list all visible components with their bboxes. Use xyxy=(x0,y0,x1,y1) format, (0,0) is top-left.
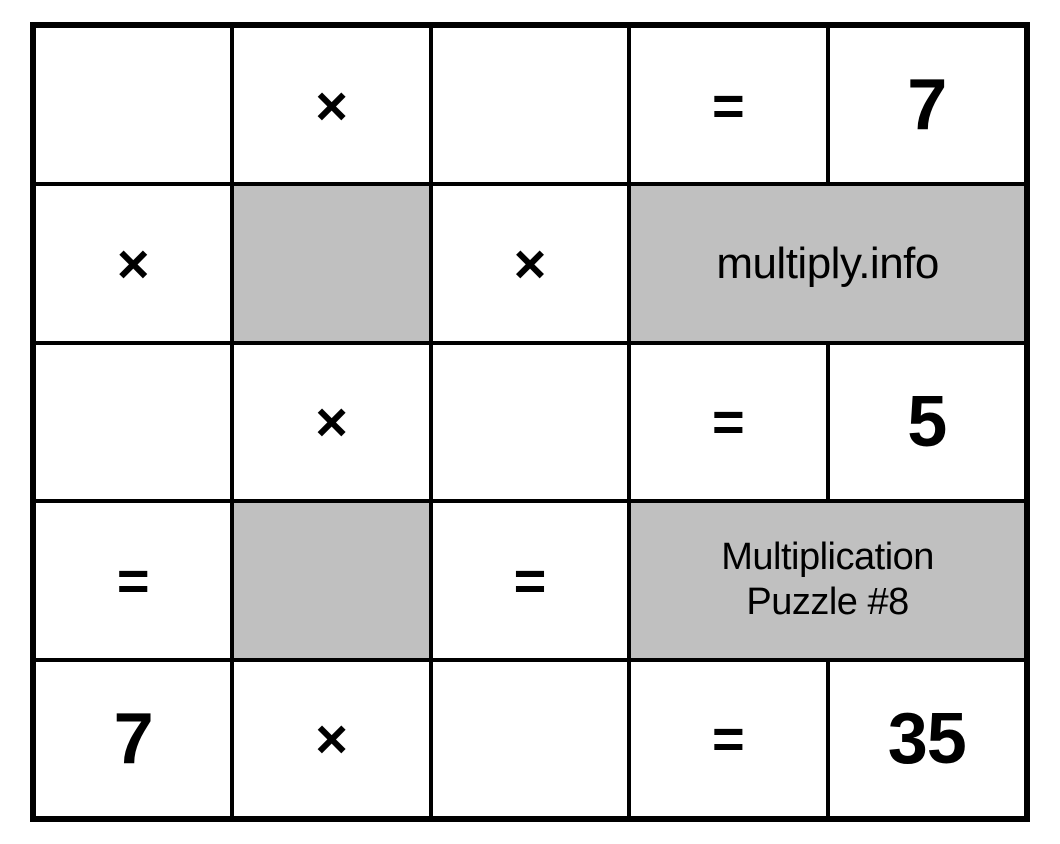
blank-cell xyxy=(431,26,629,184)
equals-cell: = xyxy=(431,501,629,659)
multiply-symbol: × xyxy=(315,389,348,454)
puzzle-label-cell: Multiplication Puzzle #8 xyxy=(629,501,1026,659)
equals-symbol: = xyxy=(712,706,745,771)
blank-cell xyxy=(34,343,232,501)
result-value: 35 xyxy=(888,698,966,780)
brand-text: multiply.info xyxy=(716,239,939,289)
multiply-cell: × xyxy=(232,343,430,501)
grid-row-1: × × multiply.info xyxy=(34,184,1026,342)
blank-cell xyxy=(34,26,232,184)
multiply-cell: × xyxy=(431,184,629,342)
multiply-cell: × xyxy=(34,184,232,342)
equals-cell: = xyxy=(629,660,827,818)
grid-row-3: = = Multiplication Puzzle #8 xyxy=(34,501,1026,659)
grid-row-0: × = 7 xyxy=(34,26,1026,184)
blank-cell xyxy=(431,343,629,501)
multiply-cell: × xyxy=(232,660,430,818)
grid-row-4: 7 × = 35 xyxy=(34,660,1026,818)
multiply-symbol: × xyxy=(117,231,150,296)
result-cell: 35 xyxy=(828,660,1026,818)
result-value: 5 xyxy=(907,381,946,463)
equals-cell: = xyxy=(34,501,232,659)
shaded-cell xyxy=(232,501,430,659)
result-value: 7 xyxy=(907,64,946,146)
grid-row-2: × = 5 xyxy=(34,343,1026,501)
multiplication-puzzle-grid: × = 7 × × multiply.info × = 5 xyxy=(30,22,1030,822)
blank-cell xyxy=(431,660,629,818)
puzzle-label: Multiplication Puzzle #8 xyxy=(721,535,934,626)
equals-cell: = xyxy=(629,26,827,184)
puzzle-label-line2: Puzzle #8 xyxy=(746,581,908,623)
result-cell: 5 xyxy=(828,343,1026,501)
multiply-symbol: × xyxy=(315,73,348,138)
equals-symbol: = xyxy=(712,73,745,138)
result-cell: 7 xyxy=(828,26,1026,184)
puzzle-label-line1: Multiplication xyxy=(721,536,934,578)
brand-cell: multiply.info xyxy=(629,184,1026,342)
result-value: 7 xyxy=(114,698,153,780)
equals-symbol: = xyxy=(117,548,150,613)
multiply-symbol: × xyxy=(315,706,348,771)
shaded-cell xyxy=(232,184,430,342)
equals-cell: = xyxy=(629,343,827,501)
equals-symbol: = xyxy=(514,548,547,613)
result-cell: 7 xyxy=(34,660,232,818)
equals-symbol: = xyxy=(712,389,745,454)
multiply-symbol: × xyxy=(514,231,547,296)
multiply-cell: × xyxy=(232,26,430,184)
